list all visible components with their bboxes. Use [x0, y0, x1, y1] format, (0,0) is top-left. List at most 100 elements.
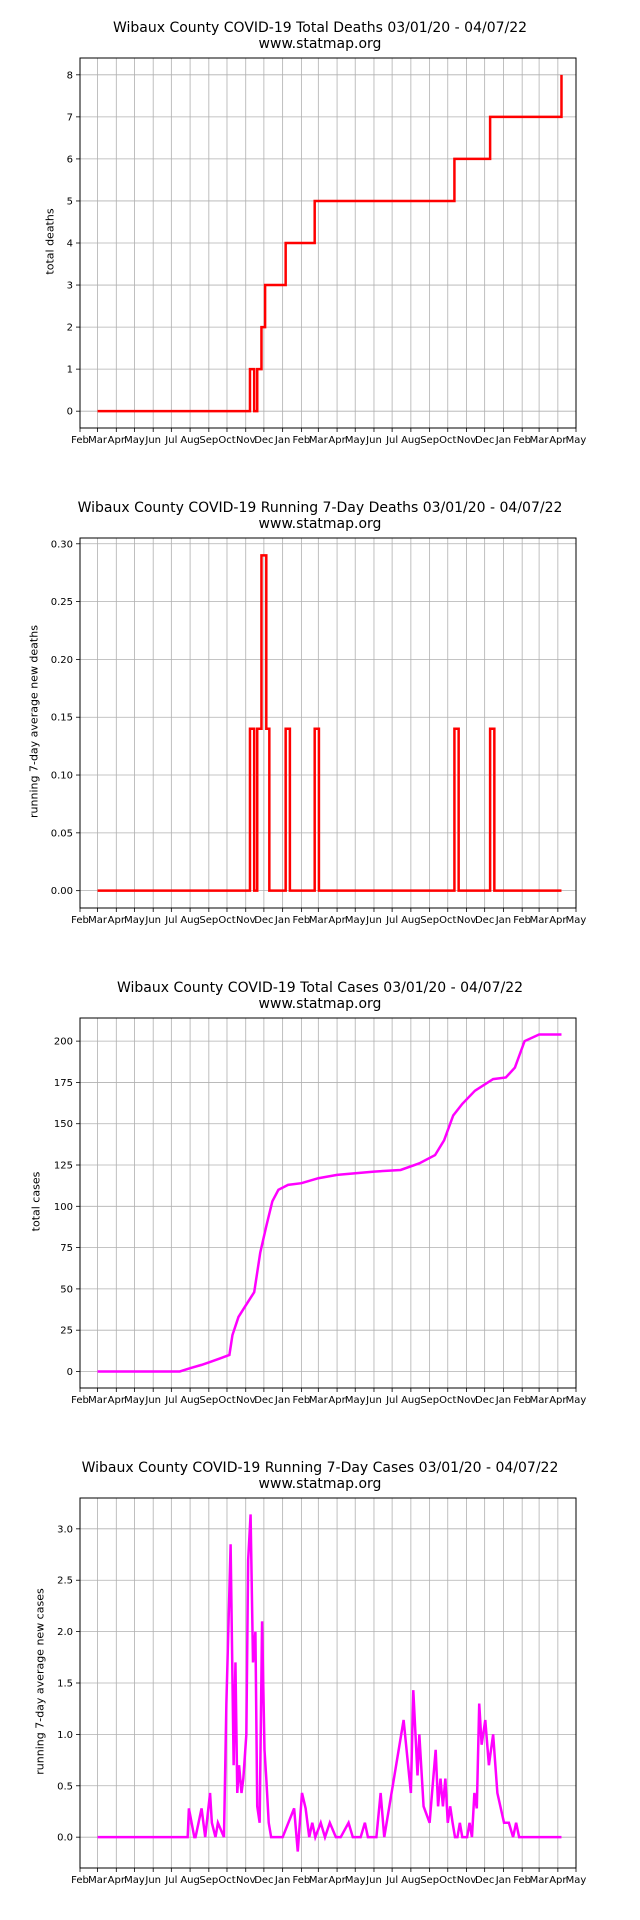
chart-subtitle: www.statmap.org — [258, 36, 382, 52]
x-tick-label: Jul — [164, 1875, 177, 1886]
y-tick-label: 0 — [67, 1367, 73, 1378]
chart-title: Wibaux County COVID-19 Total Deaths 03/0… — [112, 20, 528, 36]
x-tick-label: May — [566, 1395, 587, 1406]
chart-subtitle: www.statmap.org — [258, 1476, 382, 1492]
x-tick-label: Jan — [495, 1395, 511, 1406]
y-tick-label: 2.5 — [57, 1576, 73, 1587]
chart-total-deaths: Wibaux County COVID-19 Total Deaths 03/0… — [0, 0, 640, 480]
x-tick-label: Aug — [180, 1875, 200, 1886]
x-tick-label: Feb — [71, 435, 89, 446]
x-tick-label: Nov — [236, 1875, 256, 1886]
x-tick-label: Jul — [164, 435, 177, 446]
x-tick-label: Feb — [71, 915, 89, 926]
x-tick-label: Nov — [457, 435, 477, 446]
x-tick-label: Dec — [254, 1395, 273, 1406]
x-tick-label: Mar — [309, 1875, 329, 1886]
y-tick-label: 0.30 — [51, 539, 73, 550]
x-tick-label: Nov — [236, 435, 256, 446]
x-tick-label: Jan — [274, 1395, 290, 1406]
x-tick-label: Apr — [108, 1875, 126, 1886]
x-tick-label: Sep — [420, 1875, 439, 1886]
x-tick-label: Dec — [475, 1395, 494, 1406]
x-tick-label: Feb — [293, 435, 311, 446]
x-tick-label: Feb — [293, 915, 311, 926]
y-tick-label: 0.5 — [57, 1781, 73, 1792]
x-tick-label: Mar — [88, 1875, 108, 1886]
x-tick-label: Apr — [328, 1875, 346, 1886]
x-tick-label: Feb — [513, 1875, 531, 1886]
x-tick-label: Apr — [108, 435, 126, 446]
x-tick-label: Jun — [365, 1395, 382, 1406]
x-tick-label: Apr — [108, 1395, 126, 1406]
x-tick-label: May — [566, 435, 587, 446]
x-tick-label: Aug — [180, 915, 200, 926]
y-tick-label: 125 — [54, 1161, 73, 1172]
x-tick-label: Nov — [457, 915, 477, 926]
x-tick-label: Dec — [254, 1875, 273, 1886]
x-tick-label: Aug — [401, 1875, 421, 1886]
x-tick-label: Feb — [293, 1875, 311, 1886]
y-tick-label: 50 — [60, 1284, 73, 1295]
x-tick-label: Jul — [385, 915, 398, 926]
y-tick-label: 175 — [54, 1078, 73, 1089]
y-tick-label: 150 — [54, 1119, 73, 1130]
x-tick-label: Apr — [549, 1395, 567, 1406]
x-tick-label: Jun — [144, 435, 161, 446]
y-tick-label: 1 — [67, 365, 73, 376]
x-tick-label: Apr — [328, 1395, 346, 1406]
x-tick-label: Oct — [439, 435, 456, 446]
x-tick-label: Aug — [401, 435, 421, 446]
x-tick-label: Apr — [549, 915, 567, 926]
y-tick-label: 75 — [60, 1243, 73, 1254]
y-tick-label: 4 — [67, 239, 73, 250]
series-line — [97, 74, 563, 413]
y-tick-label: 100 — [54, 1202, 73, 1213]
x-tick-label: Mar — [530, 435, 550, 446]
x-tick-label: Oct — [439, 1875, 456, 1886]
x-tick-label: Jun — [144, 1395, 161, 1406]
y-tick-label: 0.05 — [51, 828, 73, 839]
x-tick-label: Feb — [71, 1875, 89, 1886]
x-tick-label: Nov — [457, 1395, 477, 1406]
x-tick-label: Sep — [199, 1875, 218, 1886]
y-tick-label: 2 — [67, 323, 73, 334]
x-tick-label: Nov — [236, 915, 256, 926]
plot-frame — [79, 1017, 577, 1389]
series-line — [97, 554, 562, 892]
x-tick-label: May — [345, 1875, 366, 1886]
x-tick-label: Apr — [328, 435, 346, 446]
x-tick-label: Oct — [218, 1875, 235, 1886]
y-tick-label: 25 — [60, 1326, 73, 1337]
y-tick-label: 0.20 — [51, 655, 73, 666]
x-tick-label: Mar — [88, 1395, 108, 1406]
x-tick-label: Feb — [513, 435, 531, 446]
x-tick-label: Jan — [495, 915, 511, 926]
chart-running-deaths: Wibaux County COVID-19 Running 7-Day Dea… — [0, 480, 640, 960]
x-tick-label: Jan — [495, 435, 511, 446]
x-tick-label: Sep — [199, 915, 218, 926]
x-tick-label: Oct — [439, 1395, 456, 1406]
x-tick-label: Apr — [549, 1875, 567, 1886]
x-tick-label: Jul — [385, 435, 398, 446]
x-tick-label: Mar — [88, 915, 108, 926]
series-line — [97, 1033, 562, 1373]
y-tick-label: 0.15 — [51, 713, 73, 724]
x-tick-label: Mar — [88, 435, 108, 446]
x-tick-label: May — [124, 1875, 145, 1886]
plot-frame — [79, 537, 577, 909]
chart-title: Wibaux County COVID-19 Running 7-Day Cas… — [81, 1460, 559, 1476]
plot-frame — [79, 1497, 577, 1869]
x-tick-label: Mar — [309, 1395, 329, 1406]
x-tick-label: Sep — [420, 1395, 439, 1406]
x-tick-label: Apr — [328, 915, 346, 926]
x-tick-label: Aug — [180, 1395, 200, 1406]
x-tick-label: Aug — [401, 915, 421, 926]
x-tick-label: May — [566, 1875, 587, 1886]
x-tick-label: May — [345, 435, 366, 446]
x-tick-label: Nov — [236, 1395, 256, 1406]
x-tick-label: Apr — [549, 435, 567, 446]
y-tick-label: 6 — [67, 154, 73, 165]
x-tick-label: Jun — [365, 1875, 382, 1886]
